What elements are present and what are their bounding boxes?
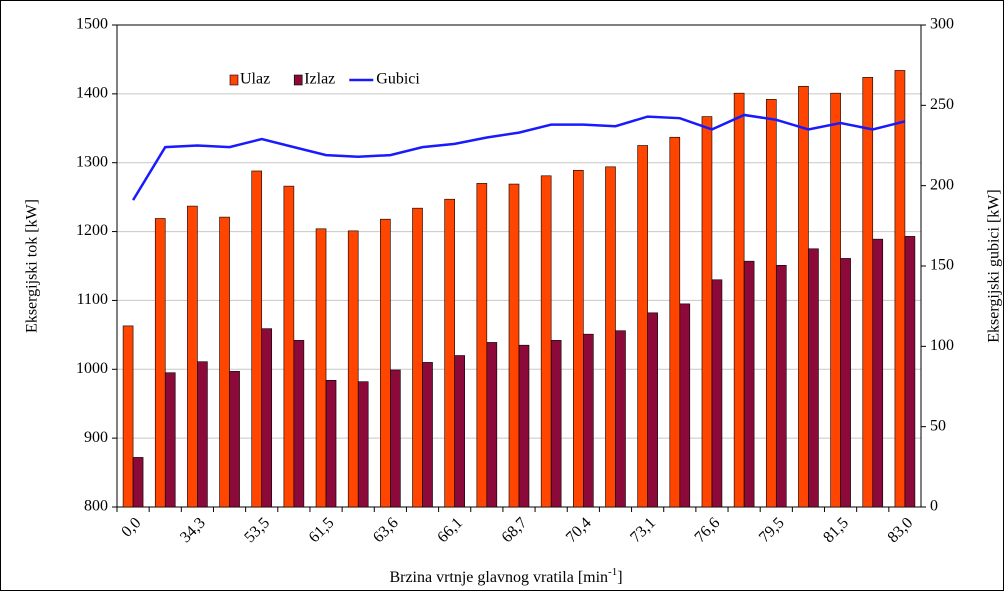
bar [840, 258, 851, 508]
y-tick-label: 1400 [76, 85, 108, 102]
bar [357, 381, 369, 508]
bar [229, 371, 240, 508]
bar [872, 238, 884, 508]
bar [154, 218, 166, 508]
y2-tick-label: 300 [930, 16, 954, 33]
y2-tick-label: 150 [930, 257, 954, 274]
bar [711, 279, 723, 508]
bar [476, 183, 488, 508]
bar [251, 170, 263, 508]
bar [422, 362, 433, 508]
y-axis-label: Eksergijski tok [kW] [24, 199, 41, 333]
bar [894, 70, 906, 508]
legend-label: Ulaz [240, 71, 270, 88]
legend-swatch [229, 74, 239, 86]
legend-label: Gubici [376, 71, 420, 88]
bar [261, 328, 273, 508]
bar [862, 77, 874, 508]
bar [904, 236, 916, 508]
bar [325, 380, 337, 508]
legend-swatch [293, 74, 303, 86]
x-label-sup: -1 [608, 566, 617, 578]
bar [486, 342, 498, 508]
bar [164, 372, 176, 508]
bar [518, 344, 530, 508]
x-label-text: Brzina vrtnje glavnog vratila [min [389, 569, 608, 586]
bar [798, 85, 809, 508]
y-tick-label: 1100 [77, 291, 108, 308]
bar [701, 116, 713, 508]
y-tick-label: 1500 [76, 16, 108, 33]
y2-tick-label: 0 [930, 498, 938, 515]
bar [219, 216, 230, 508]
y-tick-label: 1300 [76, 153, 108, 170]
bar [830, 92, 841, 508]
bar [347, 230, 359, 508]
bar [315, 228, 327, 508]
bar [508, 183, 520, 508]
bar [132, 457, 144, 508]
bar [380, 218, 391, 508]
bar [197, 361, 208, 508]
bar [765, 99, 777, 508]
bar [412, 207, 423, 508]
bar [444, 198, 455, 508]
y-tick-label: 1200 [76, 222, 108, 239]
y2-tick-label: 250 [930, 96, 954, 113]
y-tick-label: 1000 [76, 360, 108, 377]
legend-label: Izlaz [304, 71, 335, 88]
bar [187, 205, 198, 508]
bar [808, 248, 819, 508]
y2-tick-label: 100 [930, 337, 954, 354]
x-axis-label: Brzina vrtnje glavnog vratila [min-1] [389, 566, 622, 586]
bar [540, 175, 552, 508]
bar [605, 166, 616, 508]
x-label-end: ] [617, 569, 622, 586]
bar [454, 355, 465, 508]
bar [122, 325, 134, 508]
bar [647, 312, 658, 508]
y2-axis-label: Eksergijski gubici [kW] [986, 189, 1003, 342]
y2-tick-label: 50 [930, 417, 946, 434]
line [132, 113, 906, 201]
bar [679, 303, 691, 508]
bar [743, 260, 755, 508]
y2-tick-label: 200 [930, 176, 954, 193]
bar [583, 333, 594, 508]
bar [550, 340, 562, 508]
bar [573, 169, 584, 508]
bar [293, 340, 305, 508]
bar [390, 369, 401, 508]
y-tick-label: 900 [84, 429, 108, 446]
y-tick-label: 800 [84, 498, 108, 515]
bar [669, 136, 681, 508]
bar [615, 330, 626, 508]
bar [637, 145, 648, 508]
bar [775, 265, 787, 508]
bar [733, 92, 745, 508]
bar [283, 185, 295, 508]
